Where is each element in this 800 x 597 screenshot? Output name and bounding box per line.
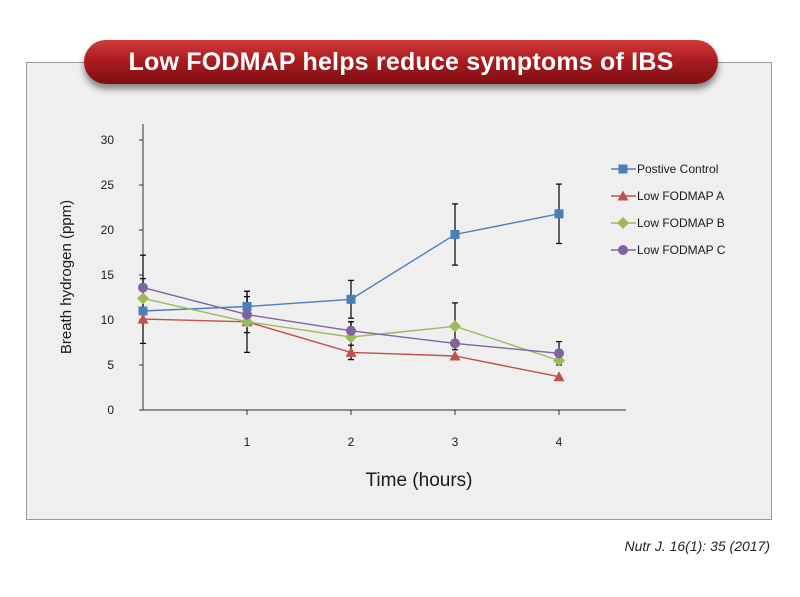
data-point [346, 325, 356, 336]
legend: Postive Control Low FODMAP A Low FODMAP B L… [611, 162, 726, 257]
data-point [138, 282, 148, 293]
data-point [618, 164, 628, 174]
y-tick-label: 0 [107, 403, 114, 417]
y-tick-label: 20 [101, 223, 115, 237]
legend-label: Low FODMAP A [637, 189, 724, 203]
data-point [617, 217, 629, 229]
data-point [554, 209, 564, 219]
data-point [618, 245, 628, 255]
data-point [449, 350, 461, 361]
data-point [242, 302, 252, 311]
y-tick-label: 30 [101, 133, 115, 147]
data-point [449, 320, 461, 333]
data-point [553, 354, 565, 367]
data-point [138, 306, 148, 316]
citation: Nutr J. 16(1): 35 (2017) [624, 538, 770, 554]
data-point [346, 294, 356, 304]
y-tick-label: 10 [101, 313, 115, 327]
x-tick-label: 4 [556, 435, 563, 449]
data-point [450, 230, 460, 239]
y-axis-label: Breath hydrogen (ppm) [58, 200, 75, 354]
data-point [450, 338, 460, 349]
y-tick-label: 15 [101, 268, 115, 282]
data-point [617, 190, 629, 201]
banner-title: Low FODMAP helps reduce symptoms of IBS [84, 40, 718, 84]
data-point [554, 348, 564, 359]
data-point [345, 346, 357, 357]
legend-label: Low FODMAP C [637, 243, 726, 257]
x-axis-label: Time (hours) [366, 470, 473, 491]
data-point [137, 292, 149, 305]
x-tick-label: 1 [244, 435, 251, 449]
legend-label: Low FODMAP B [637, 216, 725, 230]
data-point [242, 309, 252, 320]
x-tick-label: 2 [348, 435, 355, 449]
chart-panel [26, 62, 772, 520]
data-point [137, 313, 149, 324]
data-point [553, 371, 565, 382]
y-tick-label: 5 [107, 358, 114, 372]
data-point [241, 315, 253, 328]
x-tick-label: 3 [452, 435, 459, 449]
chart-axes: 0 5 10 15 20 25 30 1 2 3 4 [101, 124, 626, 449]
series-markers [137, 209, 565, 382]
legend-label: Postive Control [637, 162, 718, 176]
y-tick-label: 25 [101, 178, 115, 192]
